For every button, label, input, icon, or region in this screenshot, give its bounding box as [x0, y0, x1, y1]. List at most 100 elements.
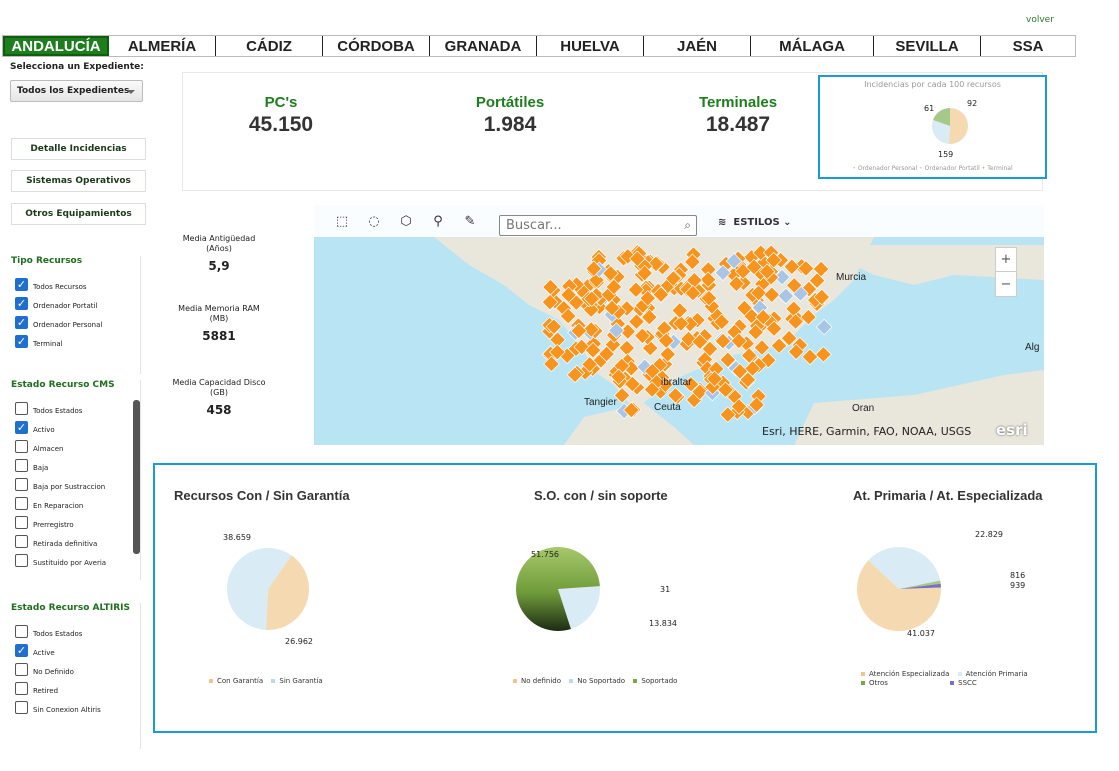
sistemas-operativos-button[interactable]: Sistemas Operativos — [11, 170, 146, 192]
map-marker[interactable] — [686, 272, 703, 289]
checkbox-icon[interactable] — [15, 625, 28, 638]
atencion-slice-otros[interactable] — [899, 580, 941, 589]
tab-huelva[interactable]: HUELVA — [537, 36, 644, 56]
map-marker[interactable] — [682, 375, 700, 393]
map-marker[interactable] — [731, 363, 749, 380]
incidencias-slice-terminal[interactable] — [933, 108, 950, 126]
tab-andalucia[interactable]: ANDALUCÍA — [3, 36, 109, 56]
map-marker[interactable] — [691, 383, 709, 401]
map-marker[interactable] — [641, 308, 658, 326]
map-marker[interactable] — [813, 288, 831, 306]
estado-altiris-option[interactable]: ✓ Active — [11, 638, 140, 657]
checkbox-icon[interactable] — [15, 440, 28, 453]
map-marker[interactable] — [765, 320, 783, 337]
chat-edit-icon[interactable]: ✎ — [464, 213, 476, 229]
estado-cms-option[interactable]: Prerregistro — [11, 510, 140, 529]
soporte-slice-soportado[interactable] — [516, 547, 600, 631]
map-marker[interactable] — [623, 401, 640, 419]
zoom-in-button[interactable]: + — [996, 248, 1016, 272]
map-marker[interactable] — [787, 343, 805, 361]
estado-cms-option[interactable]: En Reparacion — [11, 491, 140, 510]
map-marker[interactable] — [603, 299, 621, 317]
map-marker[interactable] — [634, 327, 651, 345]
map-marker[interactable] — [581, 356, 598, 373]
map-marker[interactable] — [797, 260, 815, 277]
estado-cms-option[interactable]: ✓ Activo — [11, 415, 140, 434]
checkbox-checked-icon[interactable]: ✓ — [15, 421, 28, 434]
map-marker[interactable] — [815, 346, 832, 363]
map-marker[interactable] — [753, 339, 771, 356]
checkbox-checked-icon[interactable]: ✓ — [15, 644, 28, 657]
map-marker[interactable] — [560, 286, 577, 304]
map-marker[interactable] — [684, 284, 702, 302]
map-marker[interactable] — [636, 264, 653, 282]
atencion-slice-atenci-n-primaria[interactable] — [868, 547, 941, 589]
map-marker[interactable] — [700, 289, 718, 307]
map-marker[interactable] — [783, 258, 801, 275]
checkbox-icon[interactable] — [15, 663, 28, 676]
map-marker[interactable] — [684, 253, 701, 271]
map-marker[interactable] — [680, 330, 697, 348]
map-marker[interactable] — [605, 278, 623, 296]
checkbox-icon[interactable] — [15, 682, 28, 695]
tab-ssa[interactable]: SSA — [1012, 37, 1044, 55]
map-marker[interactable] — [706, 370, 723, 388]
map-marker[interactable] — [701, 340, 719, 358]
checkbox-checked-icon[interactable]: ✓ — [15, 297, 28, 310]
map-marker[interactable] — [699, 271, 717, 288]
tipo-recursos-option[interactable]: ✓ Ordenador Portatil — [11, 291, 140, 310]
map-marker[interactable] — [665, 270, 682, 287]
tab-sevilla[interactable]: SEVILLA — [874, 36, 981, 56]
map-marker[interactable] — [541, 293, 559, 311]
estado-altiris-option[interactable]: Todos Estados — [11, 619, 140, 638]
incidencias-slice-ordenador-portatil[interactable] — [932, 119, 950, 144]
map-marker[interactable] — [736, 299, 753, 317]
estado-cms-option[interactable]: Baja — [11, 453, 140, 472]
map-marker[interactable] — [656, 320, 673, 337]
map-marker[interactable] — [643, 381, 661, 398]
checkbox-icon[interactable] — [15, 497, 28, 510]
map-marker[interactable] — [740, 347, 758, 364]
estado-cms-option[interactable]: Sustituido por Averia — [11, 548, 140, 567]
tab-cordoba[interactable]: CÓRDOBA — [323, 36, 430, 56]
zoom-out-button[interactable]: − — [1000, 276, 1012, 292]
map-marker[interactable] — [719, 351, 737, 369]
map-marker[interactable] — [566, 366, 584, 384]
map-marker[interactable] — [549, 331, 566, 349]
search-icon[interactable]: ⌕ — [684, 218, 691, 232]
garantia-slice-con-garant-a[interactable] — [265, 555, 309, 630]
map-marker[interactable] — [627, 281, 645, 299]
estado-cms-option[interactable]: Todos Estados — [11, 396, 140, 415]
map-marker[interactable] — [785, 300, 802, 318]
map-marker[interactable] — [672, 315, 690, 332]
map-marker[interactable] — [613, 387, 631, 404]
checkbox-icon[interactable] — [15, 478, 28, 491]
checkbox-icon[interactable] — [15, 459, 28, 472]
map-marker[interactable] — [629, 250, 646, 268]
estado-cms-option[interactable]: Retirada definitiva — [11, 529, 140, 548]
rectangle-select-icon[interactable]: ⬚ — [335, 213, 349, 229]
expediente-select[interactable]: Todos los Expedientes — [10, 80, 143, 102]
map-marker[interactable] — [647, 255, 665, 273]
tipo-recursos-option[interactable]: ✓ Terminal — [11, 329, 140, 348]
map-marker[interactable] — [608, 322, 625, 339]
map-marker[interactable] — [777, 287, 795, 305]
map-marker[interactable] — [691, 333, 709, 351]
map-marker[interactable] — [787, 313, 804, 330]
soporte-slice-no-soportado[interactable] — [558, 586, 600, 629]
map-marker[interactable] — [750, 284, 767, 302]
checkbox-icon[interactable] — [15, 701, 28, 714]
map-marker[interactable] — [752, 244, 770, 261]
map-marker[interactable] — [549, 343, 566, 361]
map-marker[interactable] — [745, 258, 763, 276]
tab-jaen[interactable]: JAÉN — [644, 36, 751, 56]
clear-selection-icon[interactable]: ⚲ — [433, 213, 443, 229]
map-marker[interactable] — [582, 321, 600, 338]
map-search-input[interactable]: Buscar... ⌕ — [499, 215, 697, 236]
map-marker[interactable] — [713, 313, 731, 331]
estado-cms-option[interactable]: Almacen — [11, 434, 140, 453]
map-marker[interactable] — [639, 290, 657, 307]
map-marker[interactable] — [584, 341, 602, 359]
checkbox-checked-icon[interactable]: ✓ — [15, 335, 28, 348]
tab-almeria[interactable]: ALMERÍA — [109, 36, 216, 56]
